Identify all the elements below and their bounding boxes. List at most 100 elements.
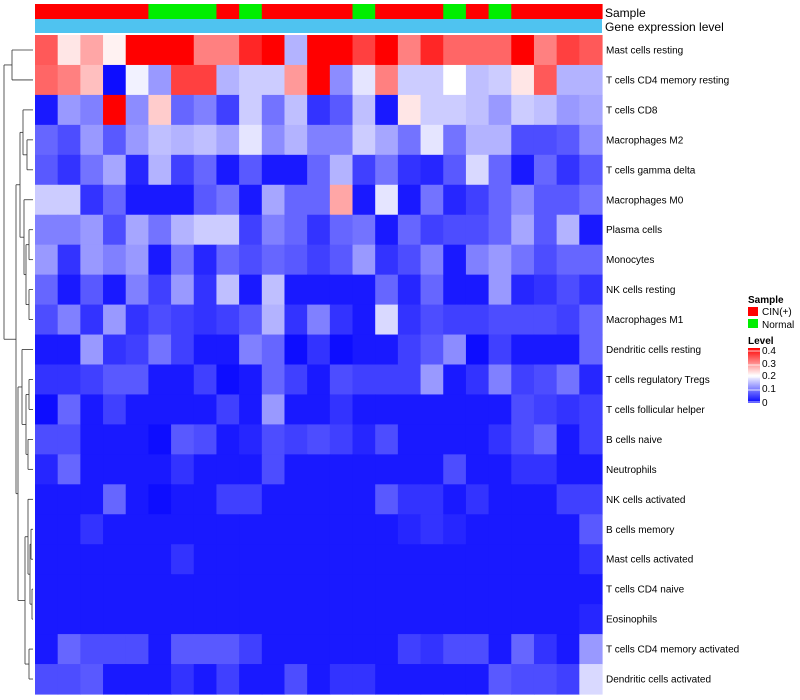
heatmap-cell [284,214,308,246]
heatmap-cell [397,664,422,695]
heatmap-cell [35,574,59,605]
heatmap-cell [35,214,59,246]
heatmap-cell [284,634,308,665]
heatmap-cell [80,424,104,455]
heatmap-cell [171,64,195,96]
heatmap-cell [556,94,580,126]
heatmap-cell [352,154,376,186]
heatmap-cell [193,35,218,66]
heatmap-cell [284,424,308,455]
heatmap-cell [307,334,331,366]
heatmap-cell [533,454,558,485]
heatmap-cell [35,484,59,515]
heatmap-cell [80,334,104,366]
sample-legend: Sample CIN(+) Normal [748,295,794,331]
heatmap-cell [397,94,422,126]
heatmap-cell [125,244,149,276]
heatmap-cell [329,184,354,216]
heatmap-cell [239,154,263,186]
heatmap-cell [307,94,331,126]
heatmap-cell [375,664,399,695]
heatmap-cell [352,544,376,575]
heatmap-cell [465,604,490,635]
heatmap-cell [352,334,376,366]
heatmap-cell [284,124,308,156]
heatmap-cell [80,604,104,635]
heatmap-cell [35,94,59,126]
heatmap-cell [375,544,399,575]
row-label: Neutrophils [606,465,657,476]
heatmap-cell [511,544,535,575]
heatmap-cell [443,274,467,306]
heatmap-cell [57,274,81,306]
heatmap-cell [465,94,490,126]
heatmap-cell [148,634,172,665]
heatmap-cell [533,94,558,126]
heatmap-cell [125,124,149,156]
heatmap-cell [307,634,331,665]
heatmap-cell [261,484,286,515]
heatmap-cell [148,664,172,695]
heatmap-cell [239,604,263,635]
heatmap-cell [443,544,467,575]
heatmap-cell [420,634,444,665]
heatmap-cell [488,244,512,276]
heatmap-cell [239,484,263,515]
heatmap-cell [329,394,354,425]
heatmap-cell [579,544,603,575]
sample-annotation-bar [35,4,603,19]
row-label: Eosinophils [606,615,657,626]
heatmap-cell [239,334,263,366]
heatmap-cell [57,154,81,186]
heatmap-cells [35,35,603,695]
heatmap-cell [443,604,467,635]
row-label: T cells CD8 [606,105,658,116]
heatmap-cell [193,394,218,425]
heatmap-cell [193,274,218,306]
sample-annotation-cell [397,4,422,19]
heatmap-cell [216,35,240,66]
heatmap-cell [511,634,535,665]
heatmap-cell [193,244,218,276]
heatmap-cell [171,454,195,485]
heatmap-cell [579,394,603,425]
heatmap-cell [443,634,467,665]
sample-annotation-cell [239,4,263,19]
heatmap-cell [148,334,172,366]
sample-annotation-cell [261,4,286,19]
heatmap-cell [443,64,467,96]
heatmap-cell [103,514,127,545]
sample-annotation-cell [533,4,558,19]
heatmap-cell [420,544,444,575]
heatmap-cell [579,514,603,545]
heatmap-cell [103,574,127,605]
heatmap-cell [397,364,422,396]
heatmap-cell [352,664,376,695]
heatmap-cell [239,64,263,96]
heatmap-cell [216,94,240,126]
heatmap-cell [443,244,467,276]
heatmap-cell [57,214,81,246]
level-tick-0-4: 0.4 [762,346,776,357]
heatmap-cell [261,514,286,545]
heatmap-cell [488,634,512,665]
heatmap-cell [465,154,490,186]
heatmap-cell [375,424,399,455]
heatmap-cell [352,454,376,485]
heatmap-cell [171,184,195,216]
heatmap-cell [352,484,376,515]
heatmap-cell [80,64,104,96]
heatmap-cell [465,244,490,276]
level-colorbar [748,348,760,403]
heatmap-cell [171,544,195,575]
heatmap-cell [329,574,354,605]
heatmap-cell [511,394,535,425]
heatmap-cell [239,664,263,695]
heatmap-cell [329,64,354,96]
heatmap-cell [307,214,331,246]
heatmap-cell [80,364,104,396]
heatmap-cell [125,274,149,306]
heatmap-cell [465,634,490,665]
heatmap-cell [171,274,195,306]
heatmap-cell [80,154,104,186]
